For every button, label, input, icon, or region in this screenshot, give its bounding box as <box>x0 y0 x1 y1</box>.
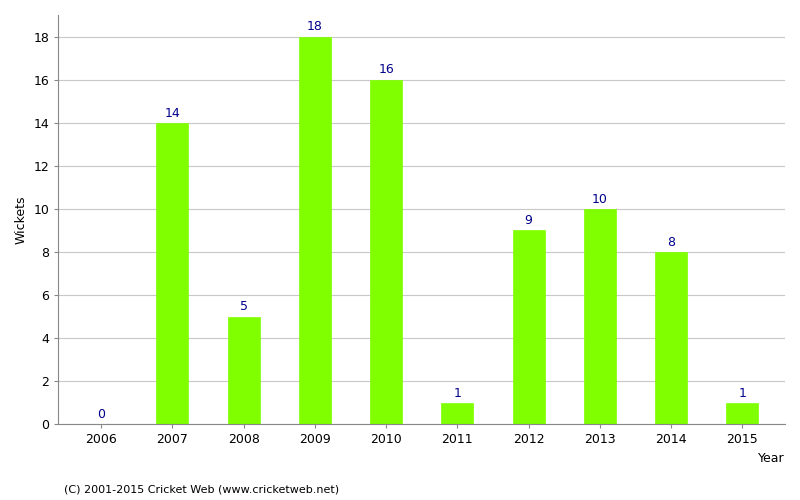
Text: (C) 2001-2015 Cricket Web (www.cricketweb.net): (C) 2001-2015 Cricket Web (www.cricketwe… <box>64 485 339 495</box>
Bar <box>156 122 189 424</box>
X-axis label: Year: Year <box>758 452 785 465</box>
Bar <box>299 36 331 424</box>
Bar <box>726 403 758 424</box>
Text: 5: 5 <box>240 300 248 314</box>
Text: 14: 14 <box>165 106 180 120</box>
Text: 16: 16 <box>378 64 394 76</box>
Text: 0: 0 <box>97 408 105 421</box>
Text: 1: 1 <box>454 386 462 400</box>
Text: 18: 18 <box>307 20 323 34</box>
Text: 8: 8 <box>667 236 675 249</box>
Bar <box>513 230 545 424</box>
Text: 1: 1 <box>738 386 746 400</box>
Text: 10: 10 <box>592 192 608 205</box>
Bar <box>442 403 474 424</box>
Bar <box>370 80 402 424</box>
Y-axis label: Wickets: Wickets <box>15 196 28 244</box>
Bar <box>228 316 260 424</box>
Bar <box>655 252 687 424</box>
Bar <box>584 209 616 424</box>
Text: 9: 9 <box>525 214 533 228</box>
